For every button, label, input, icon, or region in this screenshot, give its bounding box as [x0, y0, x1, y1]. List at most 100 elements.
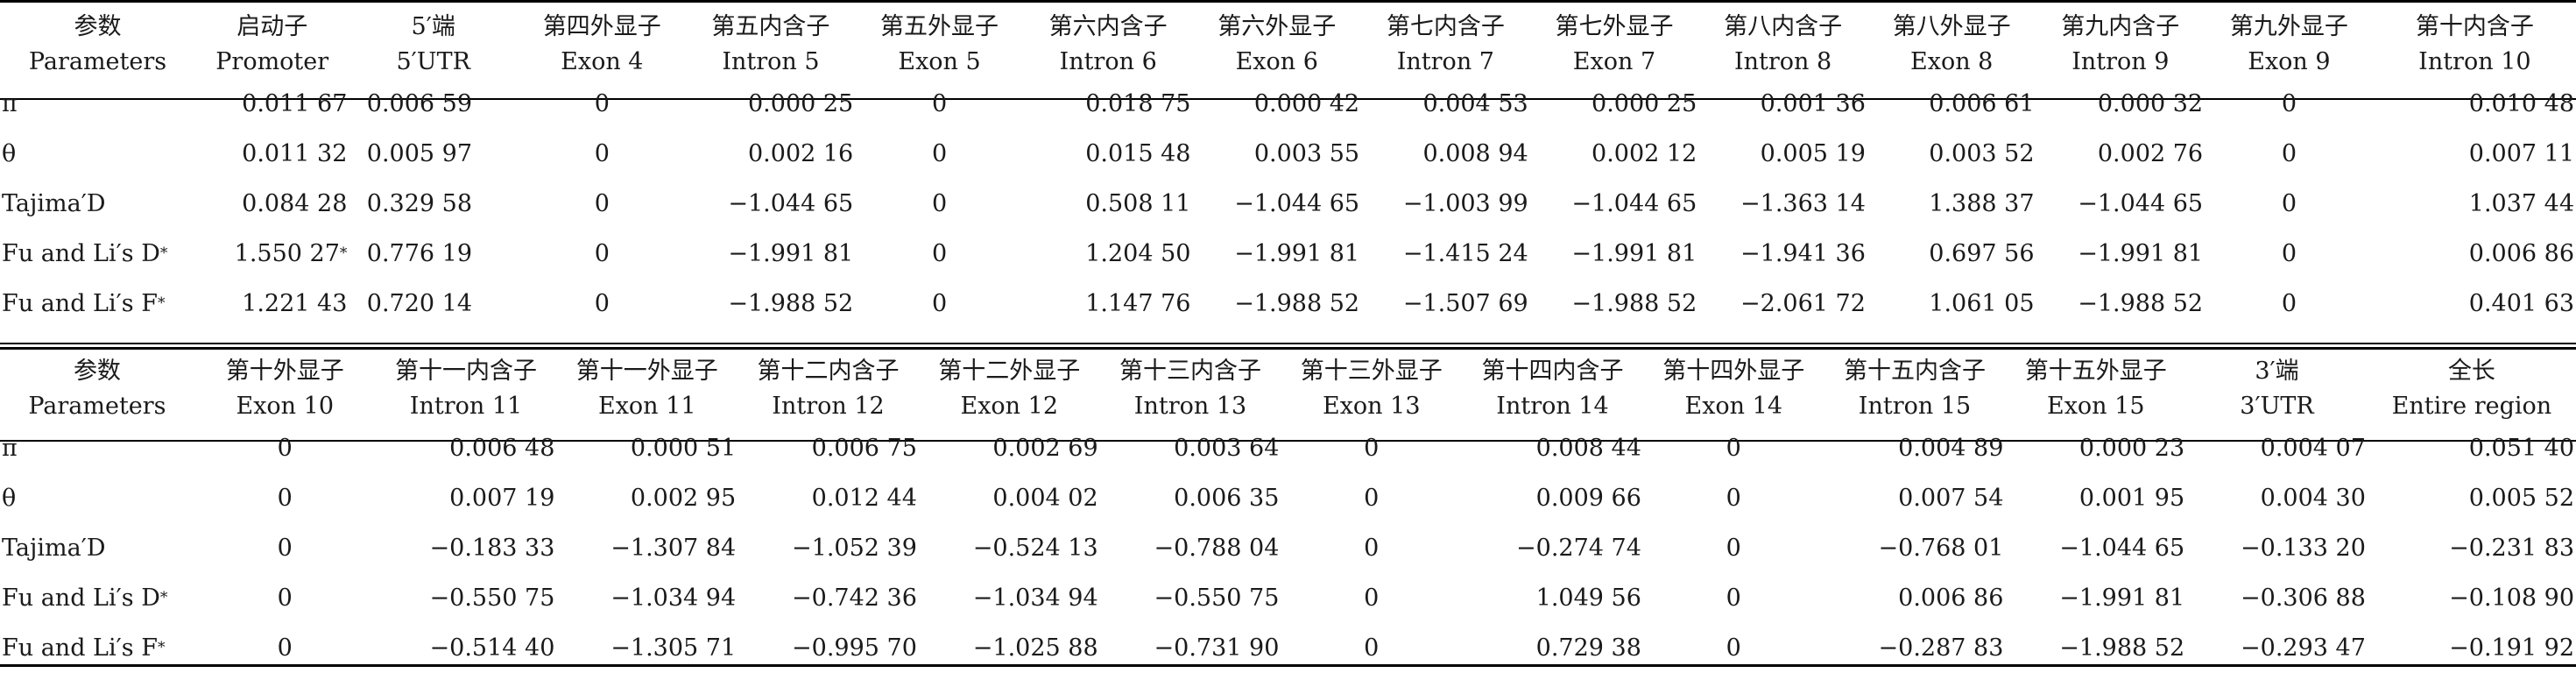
table-cell: 0.003 52 [1867, 129, 2036, 179]
cell-value: 0 [1364, 535, 1380, 562]
cell-value: 1.388 37 [1929, 190, 2035, 217]
cell-value: 1.061 05 [1929, 290, 2035, 317]
table-cell: 0.012 44 [738, 473, 919, 523]
table-cell: 0 [1281, 623, 1462, 673]
table-cell: 0.002 69 [919, 423, 1100, 473]
cell-value: 0.005 97 [366, 140, 473, 167]
table-cell: −1.988 52 [1530, 279, 1699, 329]
column-header: 第九外显子 [2229, 12, 2348, 40]
header-parameters-cell: Parameters [28, 392, 166, 420]
cell-value: −1.044 65 [1571, 190, 1697, 217]
table-cell: −1.991 81 [2036, 229, 2205, 279]
column-header: 第十一内含子 [395, 357, 537, 385]
row-label-cell: π [0, 423, 194, 473]
column-header: 第八内含子 [1724, 12, 1843, 40]
cell-value: 0 [1726, 634, 1741, 662]
column-header: Exon 6 [1235, 47, 1318, 75]
table-cell: −1.415 24 [1361, 229, 1530, 279]
column-header: 第六内含子 [1048, 12, 1168, 40]
table-cell: −0.231 83 [2368, 523, 2576, 573]
table2-header-cn-row: 参数 第十外显子 第十一内含子 第十一外显子 第十二内含子 第十二外显子 第十三内含子 第十三… [0, 353, 2576, 388]
table-row: π 0 0.006 48 0.000 51 0.006 75 0.002 69 0.003 … [0, 423, 2576, 473]
cell-value: 0.000 23 [2078, 435, 2185, 462]
table-row: θ 0 0.007 19 0.002 95 0.012 44 0.004 02 0.006 … [0, 473, 2576, 523]
table-cell: 0.004 02 [919, 473, 1100, 523]
row-label-cell: θ [0, 129, 195, 179]
table-cell: 1.550 27* [195, 229, 349, 279]
table1-header-en-row: Parameters Promoter 5′UTR Exon 4 Intron 5 Exo… [0, 44, 2576, 79]
table-cell: 0.006 86 [1824, 573, 2006, 623]
table-cell: 0.006 59 [349, 79, 518, 129]
table-cell: 0 [855, 279, 1024, 329]
column-header: 第六外显子 [1217, 12, 1337, 40]
cell-value: 0.005 19 [1760, 140, 1866, 167]
table-cell: 0.776 19 [349, 229, 518, 279]
cell-value: −1.991 81 [2078, 240, 2204, 267]
cell-value: 0 [277, 535, 293, 562]
table-cell: 0 [518, 229, 687, 279]
cell-value: 0 [1364, 634, 1380, 662]
header-parameters-cell: 参数 [74, 12, 122, 40]
cell-value: −1.988 52 [1234, 290, 1360, 317]
table-row: Fu and Li′s F* 0 −0.514 40 −1.305 71 −0.995 … [0, 623, 2576, 673]
column-header: 第七外显子 [1555, 12, 1674, 40]
table-cell: −1.305 71 [556, 623, 738, 673]
row-label: Tajima′D [2, 535, 106, 562]
row-label-cell: Fu and Li′s F* [0, 279, 195, 329]
table-cell: −1.991 81 [1192, 229, 1361, 279]
table-row: Tajima′D 0.084 28 0.329 58 0 −1.044 65 0 0.508… [0, 179, 2576, 229]
cell-value: 0.010 48 [2468, 90, 2574, 117]
table-cell: −0.742 36 [738, 573, 919, 623]
column-header: 第九内含子 [2061, 12, 2180, 40]
data-table-part-1: 参数 启动子 5′端 第四外显子 第五内含子 第五外显子 第六内含子 第六外显子 第七内含子 第七… [0, 9, 2576, 329]
table-row: Tajima′D 0 −0.183 33 −1.307 84 −1.052 39 −0.5… [0, 523, 2576, 573]
cell-value: 0.084 28 [242, 190, 348, 217]
cell-value: −0.133 20 [2241, 535, 2366, 562]
table-cell: 0.005 19 [1698, 129, 1867, 179]
table-cell: 0.004 53 [1361, 79, 1530, 129]
table-cell: 0.000 25 [1530, 79, 1699, 129]
table-cell: 1.388 37 [1867, 179, 2036, 229]
cell-value: 0.003 55 [1253, 140, 1360, 167]
cell-value: −0.191 92 [2449, 634, 2574, 662]
row-label-cell: Fu and Li′s D* [0, 229, 195, 279]
column-header: 第十内含子 [2415, 12, 2534, 40]
table-cell: 0.008 44 [1462, 423, 1643, 473]
table-cell: 0 [2205, 229, 2374, 279]
cell-value: −1.988 52 [2078, 290, 2204, 317]
cell-value: −0.788 04 [1154, 535, 1280, 562]
column-header: Exon 14 [1684, 392, 1783, 420]
table-cell: −1.988 52 [2005, 623, 2186, 673]
column-header: Intron 5 [722, 47, 820, 75]
bottom-rule [0, 664, 2576, 667]
table-cell: 0 [194, 623, 376, 673]
cell-value: 0.006 75 [811, 435, 917, 462]
cell-value: −1.044 65 [728, 190, 854, 217]
column-header: 第五外显子 [880, 12, 999, 40]
column-header: 第十二外显子 [938, 357, 1081, 385]
table-cell: 0 [194, 473, 376, 523]
cell-value: −1.044 65 [1234, 190, 1360, 217]
table-cell: 1.221 43 [195, 279, 349, 329]
cell-value: 0.000 25 [1591, 90, 1697, 117]
column-header: Intron 7 [1396, 47, 1494, 75]
cell-value: 0.009 66 [1535, 485, 1641, 512]
table-cell: 0.009 66 [1462, 473, 1643, 523]
cell-value: 0.006 86 [1898, 584, 2004, 612]
table-cell: 0.005 52 [2368, 473, 2576, 523]
cell-value: 0 [1364, 485, 1380, 512]
table-cell: −2.061 72 [1698, 279, 1867, 329]
cell-value: −1.305 71 [610, 634, 737, 662]
cell-value: −1.034 94 [610, 584, 737, 612]
table-cell: −0.995 70 [738, 623, 919, 673]
table-cell: 0 [194, 573, 376, 623]
table-cell: 0.002 76 [2036, 129, 2205, 179]
table-cell: −0.293 47 [2186, 623, 2368, 673]
cell-value: 0.006 59 [366, 90, 473, 117]
column-header: Intron 10 [2418, 47, 2531, 75]
cell-value: 0.011 67 [242, 90, 348, 117]
section-double-rule-b [0, 347, 2576, 350]
table-cell: 0.000 23 [2005, 423, 2186, 473]
column-header: 全长 [2447, 357, 2495, 385]
table-cell: −1.941 36 [1698, 229, 1867, 279]
